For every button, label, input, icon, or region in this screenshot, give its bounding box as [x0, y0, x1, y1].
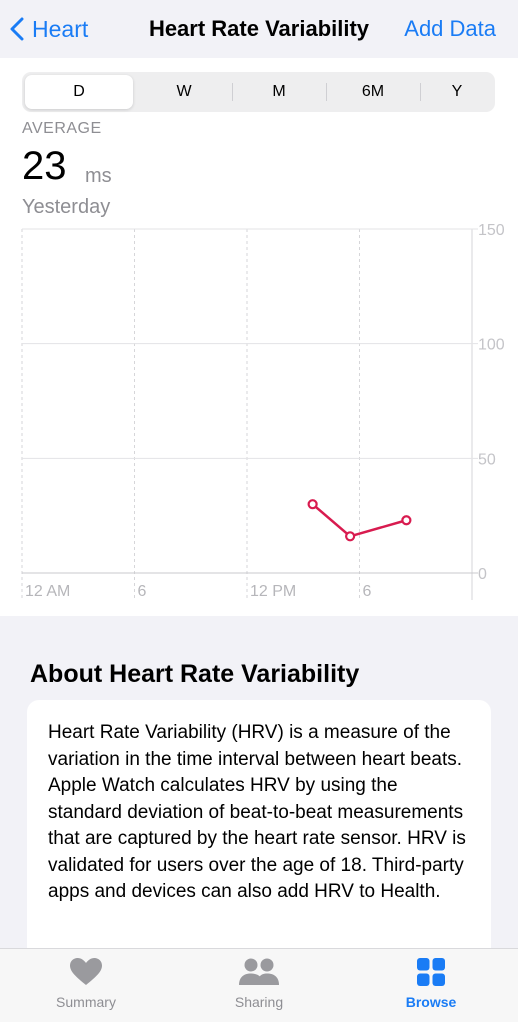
segment-week[interactable]: W — [176, 83, 192, 100]
chevron-left-icon — [10, 17, 24, 41]
y-tick-label: 150 — [478, 222, 505, 239]
tab-browse-label: Browse — [405, 994, 457, 1010]
people-icon — [239, 958, 279, 985]
y-tick-label: 100 — [478, 337, 505, 354]
add-data-button[interactable]: Add Data — [404, 16, 496, 41]
segment-divider — [232, 83, 233, 101]
tab-bar: Summary Sharing Browse — [0, 948, 518, 1022]
tab-summary[interactable]: Summary — [21, 957, 151, 1010]
navigation-bar: Heart Heart Rate Variability Add Data — [0, 0, 518, 58]
back-label: Heart — [32, 15, 89, 42]
y-tick-label: 50 — [478, 451, 496, 468]
tab-browse[interactable]: Browse — [366, 957, 496, 1010]
segment-six-months[interactable]: 6M — [361, 83, 385, 100]
segment-day[interactable]: D — [25, 75, 133, 109]
y-tick-label: 0 — [478, 566, 487, 583]
x-tick-label: 6 — [363, 583, 372, 600]
heart-icon — [70, 958, 102, 985]
tab-sharing-label: Sharing — [234, 994, 284, 1010]
tab-sharing[interactable]: Sharing — [194, 957, 324, 1010]
x-tick-label: 12 PM — [250, 583, 296, 600]
average-value: 23 — [22, 144, 67, 188]
segment-year[interactable]: Y — [451, 83, 463, 100]
x-tick-label: 12 AM — [25, 583, 70, 600]
data-point — [307, 499, 318, 510]
about-card: Heart Rate Variability (HRV) is a measur… — [27, 700, 491, 960]
average-label: AVERAGE — [22, 120, 102, 137]
about-text: Heart Rate Variability (HRV) is a measur… — [48, 722, 466, 902]
hrv-chart[interactable]: 150 100 50 0 12 AM 6 12 PM 6 — [0, 215, 518, 605]
x-tick-label: 6 — [138, 583, 147, 600]
segment-divider — [326, 83, 327, 101]
segment-divider — [420, 83, 421, 101]
about-title: About Heart Rate Variability — [30, 660, 360, 688]
segment-month[interactable]: M — [272, 83, 286, 100]
average-unit: ms — [85, 165, 112, 187]
grid-icon — [417, 958, 445, 986]
data-point — [345, 531, 356, 542]
time-range-segmented-control: D W M 6M Y — [22, 72, 495, 112]
back-button[interactable]: Heart — [10, 14, 88, 44]
average-date: Yesterday — [22, 196, 111, 218]
data-point — [401, 515, 412, 526]
tab-summary-label: Summary — [56, 994, 116, 1010]
